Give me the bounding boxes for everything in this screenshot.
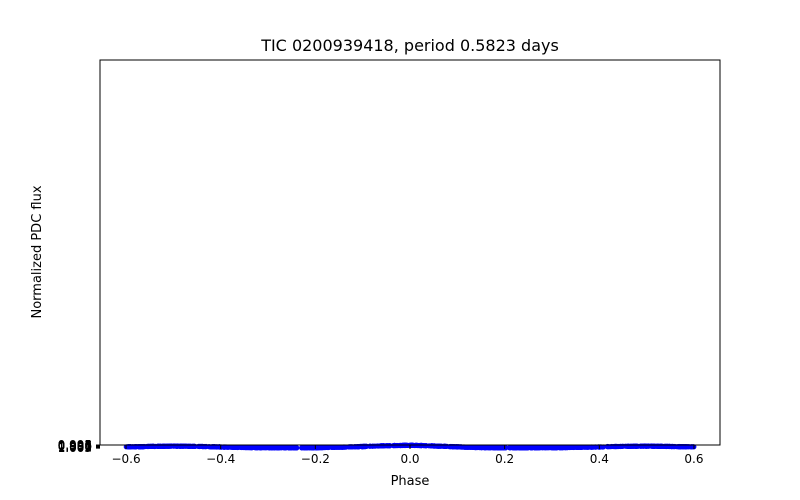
data-point bbox=[528, 445, 534, 451]
data-point bbox=[519, 445, 525, 451]
data-point bbox=[481, 445, 487, 451]
x-tick-label: −0.2 bbox=[301, 452, 330, 466]
y-tick-label: 1.002 bbox=[58, 441, 92, 455]
y-axis: 0.9950.9960.9970.9980.9991.0001.0011.002… bbox=[58, 438, 100, 455]
y-tick-label: 0.998 bbox=[58, 439, 92, 453]
x-axis-label: Phase bbox=[391, 474, 430, 489]
data-point bbox=[560, 444, 566, 451]
data-point bbox=[286, 445, 292, 451]
data-point bbox=[346, 444, 352, 450]
data-point bbox=[435, 443, 441, 449]
data-point bbox=[630, 443, 636, 449]
data-point bbox=[221, 444, 227, 450]
data-point bbox=[387, 443, 393, 449]
data-point bbox=[523, 445, 529, 451]
data-point bbox=[650, 443, 656, 449]
data-point bbox=[470, 444, 477, 450]
y-tick-label: 0.997 bbox=[58, 439, 92, 453]
x-tick-label: 0.4 bbox=[590, 452, 609, 466]
data-point bbox=[585, 444, 591, 450]
x-tick-label: −0.6 bbox=[111, 452, 140, 466]
data-point bbox=[571, 444, 577, 451]
data-point bbox=[291, 445, 297, 451]
data-point bbox=[638, 443, 644, 449]
data-point bbox=[486, 444, 492, 451]
data-point bbox=[423, 443, 429, 449]
x-tick-label: 0.6 bbox=[684, 452, 703, 466]
data-point bbox=[428, 443, 434, 449]
data-point bbox=[495, 445, 501, 451]
data-point bbox=[259, 444, 265, 451]
y-tick-label: 1.001 bbox=[58, 440, 92, 454]
data-point bbox=[184, 443, 190, 449]
x-tick-label: 0.0 bbox=[400, 452, 419, 466]
data-point bbox=[321, 444, 327, 451]
data-point bbox=[299, 445, 305, 451]
data-point bbox=[564, 444, 570, 451]
x-axis: −0.6 −0.4 −0.2 0.0 0.2 0.4 0.6 bbox=[111, 445, 704, 466]
y-tick-label: 1.000 bbox=[58, 440, 92, 454]
data-point bbox=[326, 444, 333, 450]
data-point bbox=[380, 443, 387, 449]
data-point bbox=[247, 444, 254, 451]
data-point bbox=[477, 444, 483, 451]
data-point bbox=[624, 443, 630, 449]
data-point bbox=[310, 445, 316, 451]
y-tick-label: 0.999 bbox=[58, 440, 92, 454]
data-point bbox=[535, 445, 541, 451]
data-point bbox=[456, 444, 462, 450]
data-point bbox=[589, 444, 595, 450]
data-point bbox=[168, 443, 174, 449]
data-point bbox=[243, 445, 249, 451]
data-point bbox=[177, 443, 183, 449]
y-axis-label: Normalized PDC flux bbox=[30, 185, 45, 318]
data-point bbox=[512, 445, 518, 451]
data-point bbox=[578, 444, 584, 450]
chart-title: TIC 0200939418, period 0.5823 days bbox=[260, 36, 559, 55]
data-point bbox=[235, 444, 241, 450]
data-point bbox=[370, 443, 376, 449]
data-point bbox=[276, 445, 282, 451]
y-tick-label: 0.995 bbox=[58, 438, 92, 452]
data-point bbox=[464, 444, 470, 450]
y-tick-label: 1.003 bbox=[58, 441, 92, 455]
data-point bbox=[545, 445, 551, 451]
data-point bbox=[228, 444, 234, 450]
data-point bbox=[342, 444, 348, 450]
data-point bbox=[553, 445, 560, 451]
y-tick-label: 0.996 bbox=[58, 438, 92, 452]
data-point bbox=[417, 443, 423, 449]
data-point bbox=[160, 443, 166, 449]
data-point bbox=[658, 443, 665, 449]
x-tick-label: −0.4 bbox=[206, 452, 235, 466]
x-tick-label: 0.2 bbox=[495, 452, 514, 466]
data-point bbox=[331, 444, 338, 451]
data-point bbox=[214, 444, 220, 450]
